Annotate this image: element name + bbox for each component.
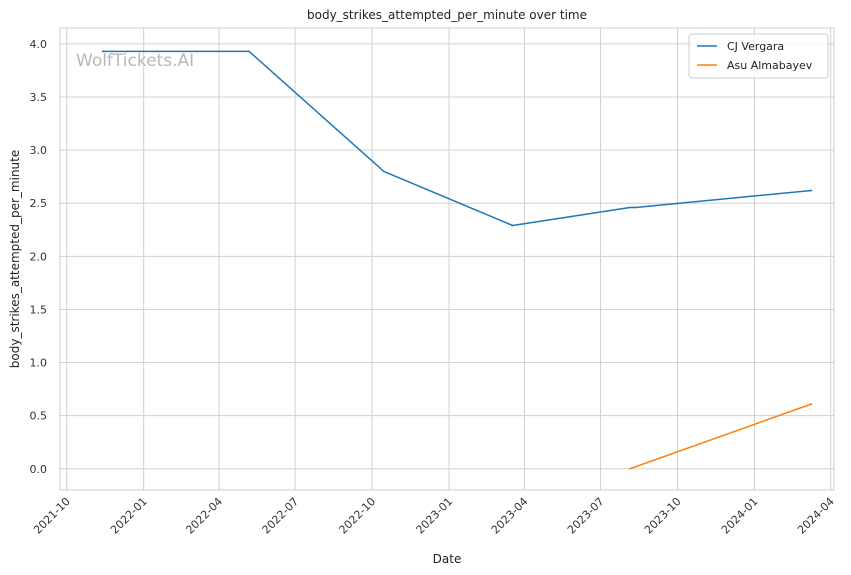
x-tick-label: 2021-10: [31, 495, 73, 537]
y-tick-label: 0.0: [30, 463, 48, 476]
y-axis-ticks: 0.0 0.5 1.0 1.5 2.0 2.5 3.0 3.5 4.0: [30, 38, 48, 476]
x-tick-label: 2022-04: [183, 495, 225, 537]
data-point: [101, 50, 104, 53]
series-line-2: [629, 403, 812, 470]
chart-title: body_strikes_attempted_per_minute over t…: [307, 8, 587, 22]
legend-label: CJ Vergara: [727, 40, 784, 53]
x-tick-label: 2022-10: [337, 495, 379, 537]
x-tick-label: 2022-07: [260, 495, 302, 537]
data-point: [628, 467, 631, 470]
legend-label: Asu Almabayev: [727, 59, 813, 72]
x-tick-label: 2023-01: [414, 495, 456, 537]
data-point: [628, 206, 631, 209]
y-tick-label: 3.5: [30, 91, 48, 104]
y-tick-label: 1.5: [30, 303, 48, 316]
data-point: [248, 50, 251, 53]
legend-box: [688, 33, 829, 79]
watermark-text: WolfTickets.AI: [76, 51, 194, 71]
x-tick-label: 2022-01: [108, 495, 150, 537]
x-axis-ticks: 2021-10 2022-01 2022-04 2022-07 2022-10 2023-…: [31, 495, 837, 537]
legend: CJ Vergara Asu Almabayev: [688, 33, 829, 79]
y-tick-label: 2.0: [30, 250, 48, 263]
data-point: [810, 189, 813, 192]
x-tick-label: 2023-07: [565, 495, 607, 537]
series-layer: [101, 50, 813, 470]
y-tick-label: 1.0: [30, 357, 48, 370]
x-tick-label: 2024-01: [719, 495, 761, 537]
data-point: [511, 224, 514, 227]
x-tick-label: 2023-10: [642, 495, 684, 537]
y-tick-label: 2.5: [30, 197, 48, 210]
data-point: [810, 403, 813, 405]
grid-lines: [60, 28, 834, 490]
y-tick-label: 3.0: [30, 144, 48, 157]
plot-area: [59, 27, 835, 491]
y-axis-label: body_strikes_attempted_per_minute: [8, 150, 22, 368]
x-axis-label: Date: [433, 552, 462, 566]
data-point: [634, 206, 637, 209]
y-tick-label: 0.5: [30, 410, 48, 423]
y-tick-label: 4.0: [30, 38, 48, 51]
x-tick-label: 2024-04: [795, 495, 837, 537]
x-tick-label: 2023-04: [489, 495, 531, 537]
data-point: [382, 170, 385, 173]
